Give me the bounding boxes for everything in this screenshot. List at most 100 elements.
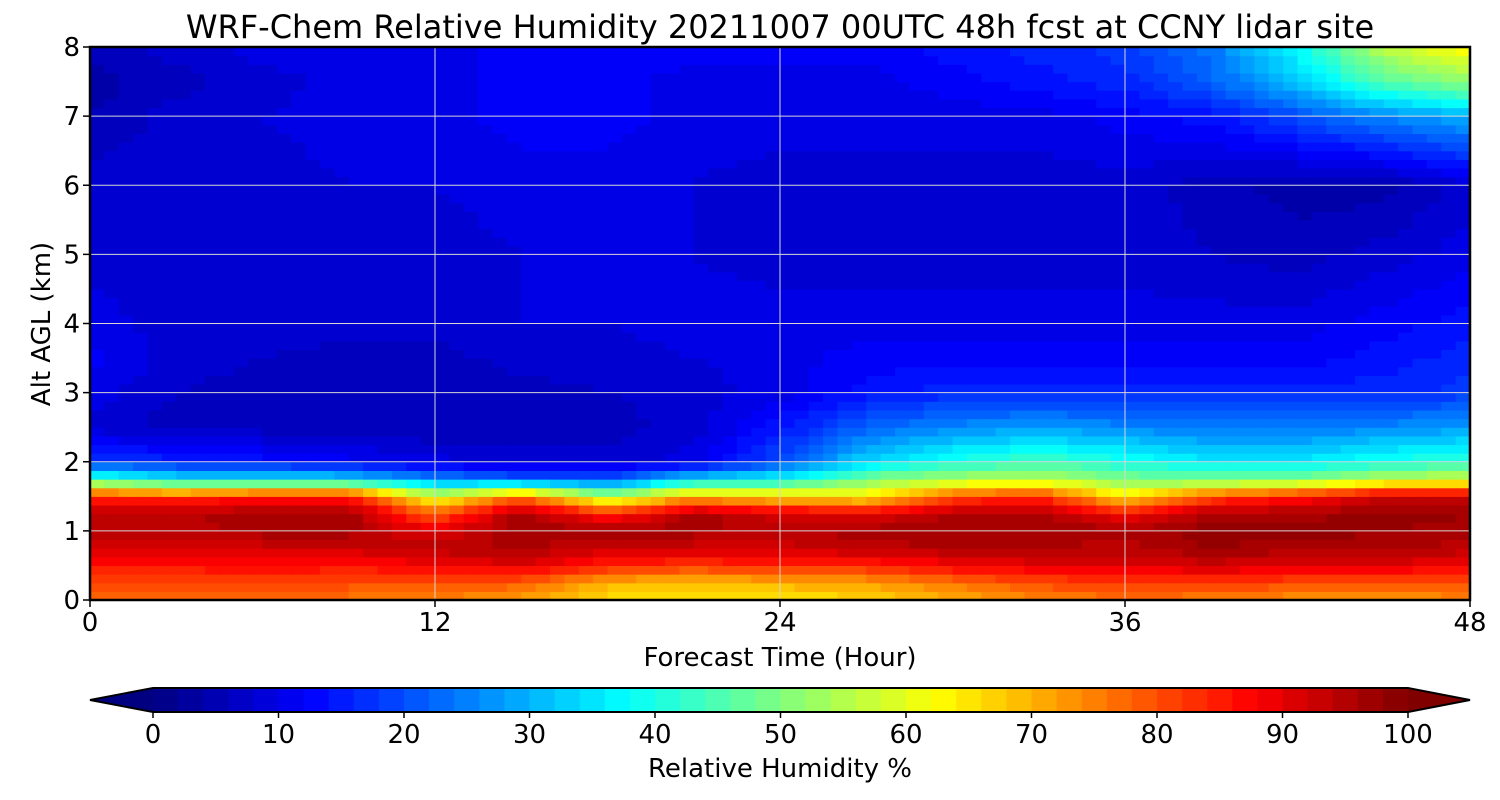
heatmap-cell <box>305 565 321 575</box>
heatmap-cell <box>161 358 177 368</box>
heatmap-cell <box>751 366 767 376</box>
heatmap-cell <box>1110 237 1126 247</box>
heatmap-cell <box>147 280 163 290</box>
heatmap-cell <box>966 401 982 411</box>
heatmap-cell <box>679 470 695 480</box>
heatmap-cell <box>593 202 609 212</box>
heatmap-cell <box>578 323 594 333</box>
heatmap-cell <box>478 159 494 169</box>
heatmap-cell <box>823 263 839 273</box>
heatmap-cell <box>1297 159 1313 169</box>
heatmap-cell <box>1283 297 1299 307</box>
heatmap-cell <box>765 418 781 428</box>
heatmap-cell <box>794 332 810 342</box>
heatmap-cell <box>535 185 551 195</box>
heatmap-cell <box>348 427 364 437</box>
heatmap-cell <box>593 513 609 523</box>
heatmap-cell <box>952 582 968 592</box>
heatmap-cell <box>1254 401 1270 411</box>
heatmap-cell <box>118 237 134 247</box>
heatmap-cell <box>320 245 335 255</box>
heatmap-cell <box>981 556 997 567</box>
heatmap-cell <box>1455 219 1470 230</box>
heatmap-cell <box>1369 314 1385 325</box>
heatmap-cell <box>1268 565 1284 575</box>
heatmap-cell <box>1455 504 1470 515</box>
heatmap-cell <box>665 332 680 342</box>
heatmap-cell <box>909 340 925 351</box>
heatmap-cell <box>1196 202 1212 212</box>
heatmap-cell <box>176 280 192 290</box>
heatmap-cell <box>952 530 968 541</box>
heatmap-cell <box>1225 297 1241 307</box>
heatmap-cell <box>147 228 163 238</box>
heatmap-cell <box>1038 530 1054 541</box>
heatmap-cell <box>780 522 795 532</box>
heatmap-cell <box>262 479 278 489</box>
heatmap-cell <box>276 219 292 230</box>
heatmap-cell <box>406 237 422 247</box>
heatmap-cell <box>1010 548 1025 558</box>
heatmap-cell <box>276 444 292 454</box>
heatmap-cell <box>262 409 278 420</box>
heatmap-cell <box>420 254 436 264</box>
heatmap-cell <box>205 522 220 532</box>
heatmap-cell <box>535 332 551 342</box>
heatmap-cell <box>636 461 652 471</box>
heatmap-cell <box>765 582 781 592</box>
heatmap-cell <box>219 271 235 281</box>
heatmap-cell <box>938 185 954 195</box>
heatmap-cell <box>391 548 407 558</box>
heatmap-cell <box>348 435 364 446</box>
heatmap-cell <box>1081 271 1097 281</box>
heatmap-cell <box>377 366 393 376</box>
heatmap-cell <box>1441 444 1457 454</box>
heatmap-cell <box>1369 409 1385 420</box>
heatmap-cell <box>995 427 1011 437</box>
heatmap-cell <box>1096 383 1112 394</box>
heatmap-cell <box>118 427 134 437</box>
heatmap-cell <box>276 565 292 575</box>
heatmap-cell <box>291 358 307 368</box>
heatmap-cell <box>334 245 350 255</box>
heatmap-cell <box>1283 375 1299 385</box>
heatmap-cell <box>708 167 724 178</box>
heatmap-cell <box>736 263 752 273</box>
heatmap-cell <box>1225 504 1241 515</box>
heatmap-cell <box>320 349 335 359</box>
heatmap-cell <box>1081 150 1097 160</box>
heatmap-cell <box>233 470 249 480</box>
heatmap-cell <box>1168 383 1184 394</box>
heatmap-cell <box>607 263 623 273</box>
heatmap-cell <box>981 193 997 204</box>
heatmap-cell <box>535 470 551 480</box>
heatmap-cell <box>722 435 738 446</box>
heatmap-cell <box>1441 418 1457 428</box>
heatmap-cell <box>1283 332 1299 342</box>
heatmap-cell <box>1182 271 1198 281</box>
heatmap-cell <box>118 349 134 359</box>
heatmap-cell <box>104 574 120 584</box>
heatmap-cell <box>420 358 436 368</box>
heatmap-cell <box>104 548 120 558</box>
heatmap-cell <box>952 245 968 255</box>
heatmap-cell <box>1053 427 1069 437</box>
heatmap-cell <box>463 280 479 290</box>
heatmap-cell <box>1139 470 1155 480</box>
heatmap-cell <box>823 539 839 549</box>
heatmap-cell <box>679 358 695 368</box>
heatmap-cell <box>1211 271 1227 281</box>
heatmap-cell <box>1010 409 1025 420</box>
heatmap-cell <box>276 340 292 351</box>
heatmap-cell <box>650 504 666 515</box>
heatmap-cell <box>449 271 465 281</box>
heatmap-cell <box>377 211 393 221</box>
heatmap-cell <box>133 375 149 385</box>
heatmap-cell <box>506 487 522 497</box>
heatmap-cell <box>1010 176 1025 186</box>
heatmap-cell <box>1038 340 1054 351</box>
heatmap-cell <box>607 504 623 515</box>
heatmap-cell <box>1412 487 1428 497</box>
heatmap-cell <box>1383 297 1399 307</box>
heatmap-cell <box>521 323 537 333</box>
